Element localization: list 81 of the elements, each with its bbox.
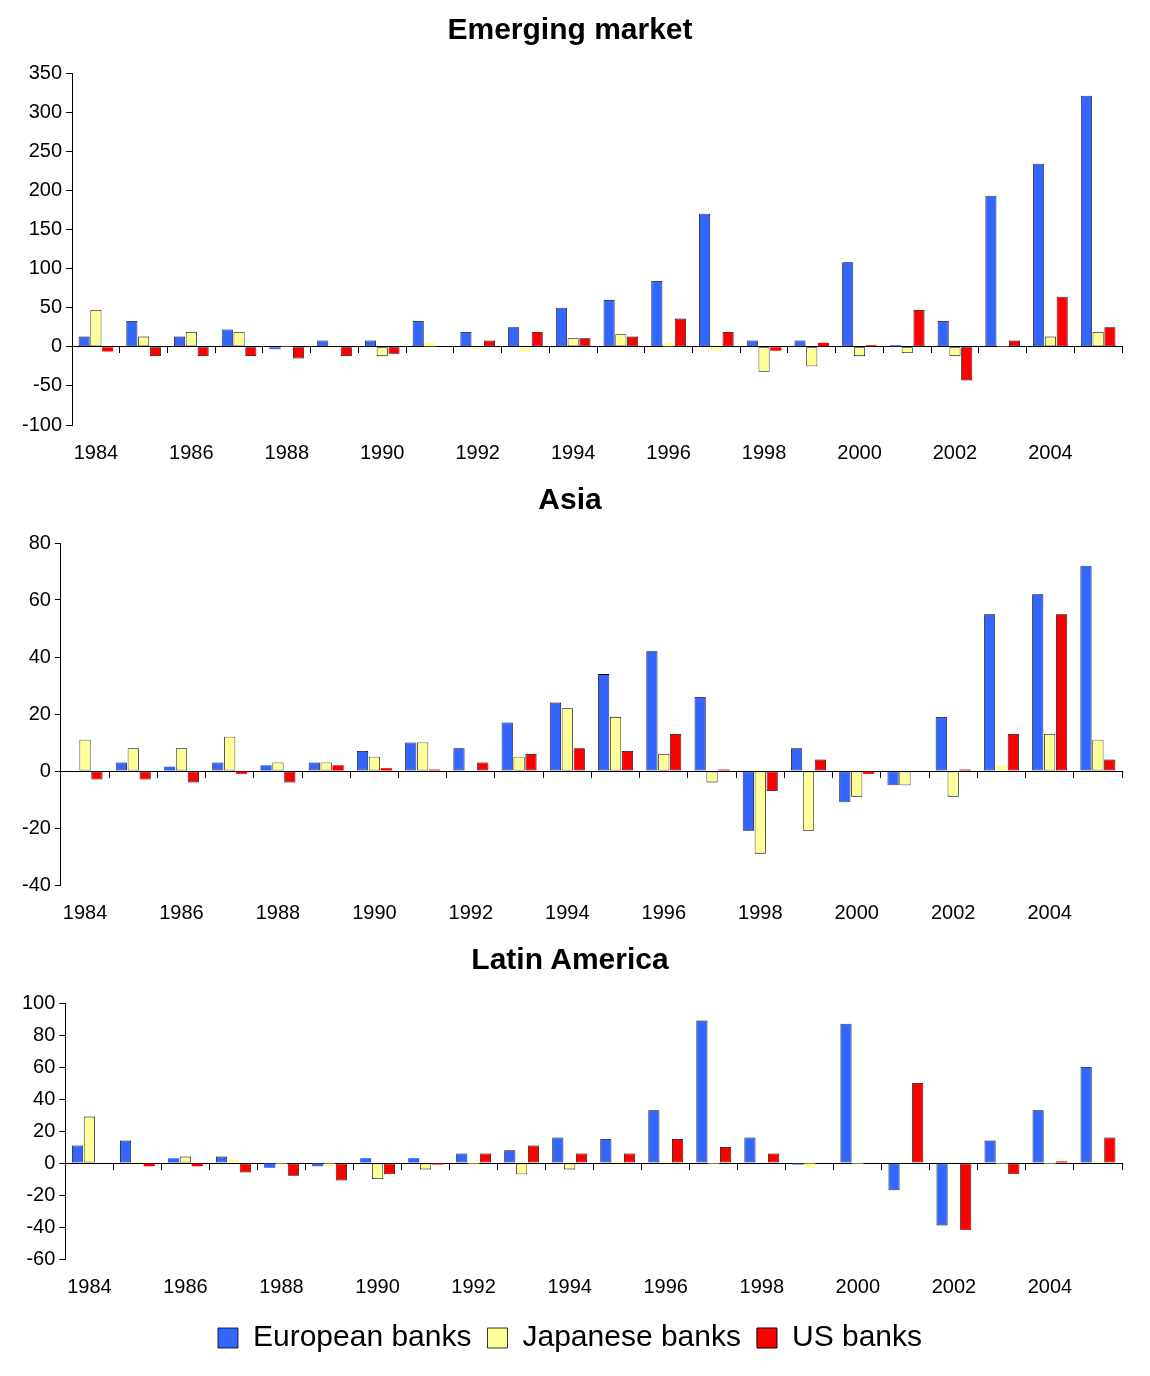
x-tick-label: 1988 (264, 440, 310, 463)
x-tick-label: 1990 (360, 440, 405, 463)
x-tick-label: 1996 (646, 440, 691, 463)
bar (164, 766, 176, 771)
y-tick-label: -40 (22, 872, 51, 895)
y-tick-label: -20 (26, 1182, 56, 1205)
bar (995, 765, 1008, 771)
y-tick-label: 100 (28, 256, 63, 279)
x-tick-label: 1992 (448, 900, 494, 923)
y-tick-label: 80 (28, 530, 51, 553)
y-tick-label: 150 (28, 216, 63, 239)
chart-title: Latin America (471, 942, 669, 976)
bar (360, 1158, 372, 1163)
x-tick-label: 1998 (741, 440, 787, 463)
y-tick-label: 250 (28, 138, 63, 161)
y-tick-label: -20 (22, 815, 51, 838)
x-tick-label: 1992 (455, 440, 500, 463)
x-tick-label: 2000 (835, 1274, 881, 1297)
bar (102, 347, 114, 352)
x-tick-label: 2004 (1028, 440, 1073, 463)
x-tick-label: 1994 (550, 440, 596, 463)
y-tick-label: -100 (22, 412, 63, 435)
x-tick-label: 1998 (738, 900, 783, 923)
y-tick-label: 0 (44, 1150, 56, 1173)
bar (770, 347, 782, 351)
x-tick-label: 1992 (451, 1274, 496, 1297)
x-tick-label: 1988 (255, 900, 301, 923)
y-tick-label: 80 (33, 1022, 56, 1045)
legend-label: Japanese banks (522, 1319, 741, 1353)
y-tick-label: 20 (28, 701, 51, 724)
bar (332, 765, 344, 771)
y-tick-label: -50 (33, 373, 63, 396)
y-tick-label: 100 (21, 990, 56, 1013)
x-tick-label: 2004 (1027, 900, 1072, 923)
bar (519, 347, 531, 352)
y-tick-label: -60 (26, 1246, 56, 1269)
y-tick-label: 50 (39, 295, 63, 318)
x-tick-label: 1990 (352, 900, 397, 923)
y-tick-label: 0 (39, 758, 51, 781)
bar (168, 1158, 180, 1163)
bar (260, 765, 272, 771)
bar (227, 1159, 240, 1163)
legend-label: US banks (791, 1319, 923, 1353)
bar (710, 347, 722, 351)
y-tick-label: 40 (28, 644, 51, 667)
x-tick-label: 1988 (259, 1274, 304, 1297)
y-tick-label: 300 (28, 99, 63, 122)
chart-title: Asia (538, 482, 602, 516)
x-tick-label: 2002 (930, 900, 976, 923)
x-tick-label: 1990 (355, 1274, 400, 1297)
x-tick-label: 2002 (931, 1274, 977, 1297)
bar (424, 342, 436, 347)
x-tick-label: 2000 (837, 440, 882, 463)
y-tick-label: 20 (33, 1118, 56, 1141)
bar (408, 1158, 420, 1163)
y-tick-label: 60 (28, 587, 51, 610)
bar (380, 768, 392, 771)
bar (804, 1163, 816, 1168)
x-tick-label: 1986 (159, 900, 204, 923)
x-tick-label: 2002 (932, 440, 978, 463)
x-tick-label: 1994 (547, 1274, 592, 1297)
x-tick-label: 1994 (545, 900, 590, 923)
x-tick-label: 1984 (62, 900, 108, 923)
x-tick-label: 2000 (834, 900, 879, 923)
chart-title: Emerging market (447, 12, 693, 46)
y-tick-label: 40 (33, 1086, 56, 1109)
bar (264, 1163, 276, 1168)
x-tick-label: 1984 (67, 1274, 112, 1297)
x-tick-label: 1996 (641, 900, 687, 923)
y-tick-label: 0 (50, 334, 63, 357)
x-tick-label: 2004 (1027, 1274, 1073, 1297)
x-tick-label: 1998 (739, 1274, 785, 1297)
legend-label: European banks (252, 1319, 472, 1353)
x-tick-label: 1984 (73, 440, 119, 463)
x-tick-label: 1986 (163, 1274, 208, 1297)
x-tick-label: 1996 (643, 1274, 688, 1297)
y-tick-label: -40 (26, 1214, 56, 1237)
y-tick-label: 60 (33, 1054, 56, 1077)
y-tick-label: 200 (28, 177, 63, 200)
x-tick-label: 1986 (169, 440, 214, 463)
y-tick-label: 350 (28, 60, 63, 83)
